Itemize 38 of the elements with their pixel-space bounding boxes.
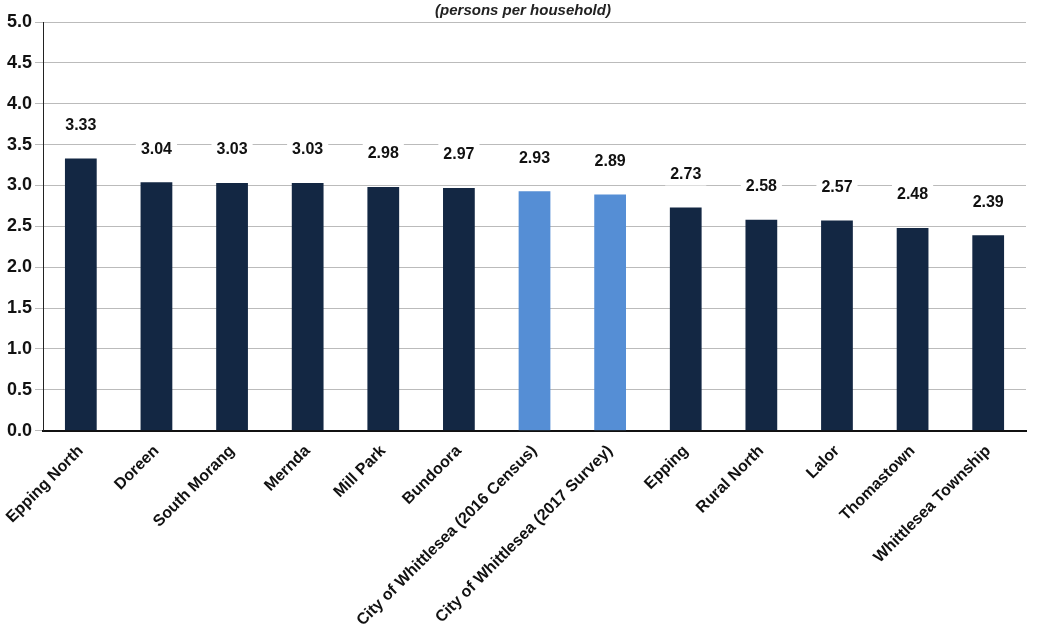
data-label: 2.58 bbox=[745, 177, 778, 195]
bar bbox=[896, 227, 929, 431]
data-label: 2.93 bbox=[518, 148, 551, 166]
bar bbox=[64, 158, 97, 431]
y-tick-label: 2.0 bbox=[6, 256, 33, 277]
y-tick-label: 2.5 bbox=[6, 215, 33, 236]
bar bbox=[972, 235, 1005, 431]
data-label: 3.03 bbox=[216, 140, 248, 158]
bar bbox=[821, 220, 853, 431]
y-tick-label: 1.0 bbox=[6, 337, 33, 358]
bar bbox=[669, 207, 702, 431]
bar bbox=[443, 187, 475, 431]
data-label: 2.57 bbox=[821, 178, 853, 196]
data-label: 2.48 bbox=[897, 185, 929, 203]
y-tick-label: 3.5 bbox=[6, 133, 33, 154]
bar bbox=[140, 182, 173, 431]
data-label: 2.98 bbox=[367, 144, 399, 162]
y-tick-label: 3.0 bbox=[6, 174, 33, 195]
y-tick-label: 5.0 bbox=[6, 10, 33, 31]
data-label: 2.97 bbox=[443, 145, 475, 163]
bar bbox=[594, 194, 626, 431]
bar bbox=[216, 183, 248, 431]
data-label: 3.33 bbox=[65, 115, 97, 133]
y-tick-label: 1.5 bbox=[6, 297, 33, 318]
y-tick-label: 4.0 bbox=[6, 92, 33, 113]
data-label: 3.03 bbox=[292, 140, 324, 158]
bar bbox=[518, 191, 551, 431]
data-label: 2.39 bbox=[972, 192, 1004, 210]
y-tick-label: 0.5 bbox=[6, 378, 33, 399]
data-label: 2.89 bbox=[594, 151, 626, 169]
y-tick-label: 4.5 bbox=[6, 51, 33, 72]
data-label: 2.73 bbox=[670, 164, 702, 182]
bar bbox=[291, 183, 324, 431]
chart-title: (persons per household) bbox=[435, 1, 611, 18]
y-tick-label: 0.0 bbox=[6, 419, 33, 440]
bar bbox=[745, 219, 778, 431]
data-label: 3.04 bbox=[140, 139, 173, 157]
bar bbox=[367, 187, 400, 431]
